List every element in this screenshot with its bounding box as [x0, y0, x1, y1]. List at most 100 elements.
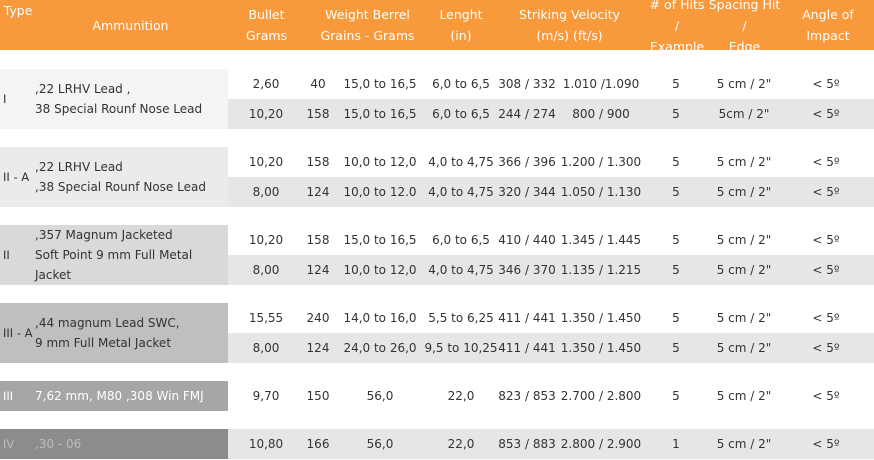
table-row: 8,00 124 24,0 to 26,0 9,5 to 10,25 411 / 441…	[228, 333, 874, 363]
header-bullet-grams: Bullet Grams	[228, 0, 305, 50]
cell-velocity-fts: 1.135 / 1.215	[560, 263, 642, 277]
cell-hits: 5	[672, 185, 680, 199]
cell-spacing: 5 cm / 2"	[716, 341, 772, 355]
cell-bullet-grams: 8,00	[252, 263, 280, 277]
ammunition-cell: 7,62 mm, M80 ,308 Win FMJ	[33, 381, 228, 411]
table-row: 15,55 240 14,0 to 16,0 5,5 to 6,25 411 / 441…	[228, 303, 874, 333]
cell-bullet-grams: 8,00	[252, 341, 280, 355]
header-length: Lenght (in)	[430, 0, 492, 50]
cell-hits: 5	[672, 233, 680, 247]
table-group: I ,22 LRHV Lead , 38 Special Rounf Nose Le…	[0, 69, 874, 129]
cell-grains: 124	[306, 185, 330, 199]
header-weight-berrel: Weight Berrel Grains - Grams	[305, 0, 430, 50]
type-cell: IV	[0, 429, 33, 459]
table-row: 8,00 124 10,0 to 12.0 4,0 to 4,75 320 / 344 1…	[228, 177, 874, 207]
cell-grains: 124	[306, 263, 330, 277]
cell-grams: 15,0 to 16,5	[343, 107, 417, 121]
ammunition-line: Soft Point 9 mm Full Metal Jacket	[35, 248, 193, 282]
cell-bullet-grams: 2,60	[252, 77, 280, 91]
table-group: II - A ,22 LRHV Lead ,38 Special Rounf Nos…	[0, 147, 874, 207]
cell-velocity-fts: 1.350 / 1.450	[560, 311, 642, 325]
header-line: Grains - Grams	[320, 28, 415, 43]
cell-grains: 240	[306, 311, 330, 325]
ammunition-line: ,357 Magnum Jacketed	[35, 228, 173, 242]
ammunition-line: ,22 LRHV Lead	[35, 160, 123, 174]
ammunition-cell: ,22 LRHV Lead ,38 Special Rounf Nose Lead	[33, 147, 228, 207]
cell-velocity-ms: 823 / 853	[498, 389, 556, 403]
cell-hits: 1	[672, 437, 680, 451]
cell-spacing: 5 cm / 2"	[716, 389, 772, 403]
cell-hits: 5	[672, 77, 680, 91]
cell-velocity-ms: 320 / 344	[498, 185, 556, 199]
cell-velocity-ms: 346 / 370	[498, 263, 556, 277]
cell-length: 5,5 to 6,25	[428, 311, 494, 325]
cell-hits: 5	[672, 155, 680, 169]
ammunition-line: 9 mm Full Metal Jacket	[35, 336, 172, 350]
cell-grains: 158	[306, 233, 330, 247]
cell-velocity-fts: 1.010 /1.090	[562, 77, 640, 91]
cell-velocity-fts: 800 / 900	[572, 107, 630, 121]
header-striking-velocity: Striking Velocity (m/s) (ft/s)	[492, 0, 647, 50]
cell-grams: 15,0 to 16,5	[343, 77, 417, 91]
ammunition-cell: ,357 Magnum Jacketed Soft Point 9 mm Full…	[33, 225, 228, 285]
cell-angle: < 5º	[812, 263, 840, 277]
ammunition-line: 38 Special Rounf Nose Lead	[35, 102, 203, 116]
ammunition-cell: ,44 magnum Lead SWC, 9 mm Full Metal Jack…	[33, 303, 228, 363]
cell-length: 9,5 to 10,25	[424, 341, 498, 355]
header-line: Example	[649, 38, 705, 54]
header-angle: Angle of Impact	[782, 0, 874, 50]
cell-velocity-fts: 1.050 / 1.130	[560, 185, 642, 199]
cell-grains: 166	[306, 437, 330, 451]
table-row: 10,20 158 15,0 to 16,5 6,0 to 6,5 244 / 274 8…	[228, 99, 874, 129]
cell-bullet-grams: 15,55	[248, 311, 284, 325]
cell-spacing: 5 cm / 2"	[716, 77, 772, 91]
cell-velocity-ms: 366 / 396	[498, 155, 556, 169]
header-type: Type	[0, 0, 33, 50]
table-row: 10,80 166 56,0 22,0 853 / 883 2.800 / 2.900 1 5…	[228, 429, 874, 459]
ammunition-line: 7,62 mm, M80 ,308 Win FMJ	[35, 389, 204, 403]
ammunition-line: ,38 Special Rounf Nose Lead	[35, 180, 206, 194]
table-row: 8,00 124 10,0 to 12,0 4,0 to 4,75 346 / 370 1…	[228, 255, 874, 285]
cell-grams: 24,0 to 26,0	[343, 341, 417, 355]
type-cell: III - A	[0, 303, 33, 363]
header-hits: # of Hits / Example	[647, 0, 707, 54]
ammunition-line: ,44 magnum Lead SWC,	[35, 316, 180, 330]
cell-length: 4,0 to 4,75	[428, 185, 494, 199]
header-line: Bullet Grams	[245, 7, 288, 43]
header-line: Spacing Hit /	[708, 0, 781, 33]
cell-velocity-ms: 411 / 441	[498, 341, 556, 355]
header-line: Angle of Impact	[802, 7, 854, 43]
header-line: Type	[3, 3, 33, 18]
cell-velocity-ms: 411 / 441	[498, 311, 556, 325]
cell-spacing: 5 cm / 2"	[716, 311, 772, 325]
cell-bullet-grams: 10,20	[248, 107, 284, 121]
header-line: Lenght	[439, 7, 483, 22]
cell-grams: 56,0	[366, 389, 394, 403]
cell-length: 22,0	[447, 389, 475, 403]
ammunition-cell: ,22 LRHV Lead , 38 Special Rounf Nose Lea…	[33, 69, 228, 129]
header-line: (m/s) (ft/s)	[536, 28, 603, 43]
header-line: # of Hits /	[649, 0, 705, 33]
cell-angle: < 5º	[812, 389, 840, 403]
header-line: Weight Berrel	[325, 7, 410, 22]
table-group: III 7,62 mm, M80 ,308 Win FMJ 9,70 150 56,0 2…	[0, 381, 874, 411]
type-cell: II - A	[0, 147, 33, 207]
type-cell: III	[0, 381, 33, 411]
cell-velocity-ms: 410 / 440	[498, 233, 556, 247]
cell-grains: 158	[306, 107, 330, 121]
table-row: 10,20 158 10,0 to 12,0 4,0 to 4,75 366 / 396…	[228, 147, 874, 177]
type-cell: II	[0, 225, 33, 285]
cell-velocity-ms: 244 / 274	[498, 107, 556, 121]
cell-bullet-grams: 10,20	[248, 155, 284, 169]
cell-spacing: 5 cm / 2"	[716, 437, 772, 451]
ammunition-line: ,22 LRHV Lead ,	[35, 82, 131, 96]
cell-velocity-fts: 2.700 / 2.800	[560, 389, 642, 403]
ammunition-cell: ,30 - 06	[33, 429, 228, 459]
table-group: IV ,30 - 06 10,80 166 56,0 22,0 853 / 883 2.800…	[0, 429, 874, 459]
cell-grams: 10,0 to 12,0	[343, 155, 417, 169]
table-row: 9,70 150 56,0 22,0 823 / 853 2.700 / 2.800 5 5 …	[228, 381, 874, 411]
cell-velocity-ms: 853 / 883	[498, 437, 556, 451]
header-line: Edge	[728, 38, 761, 54]
cell-angle: < 5º	[812, 155, 840, 169]
cell-grains: 158	[306, 155, 330, 169]
